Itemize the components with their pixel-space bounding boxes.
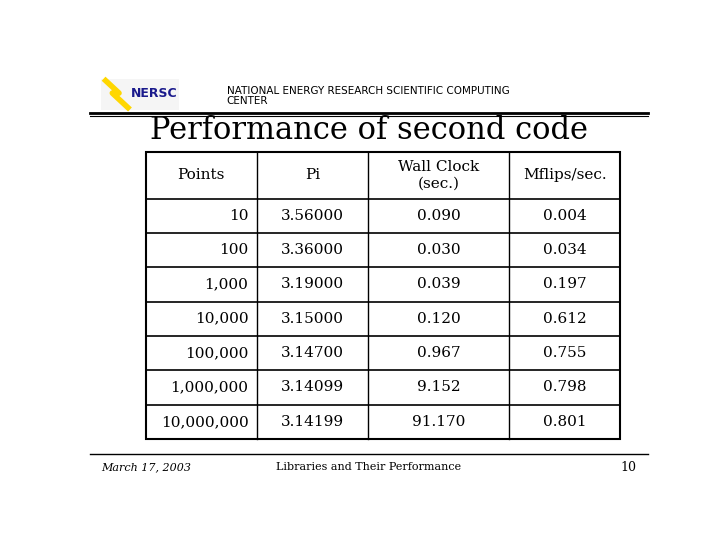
Text: 0.004: 0.004 bbox=[543, 208, 587, 222]
Text: 91.170: 91.170 bbox=[412, 415, 465, 429]
Text: 0.030: 0.030 bbox=[417, 243, 460, 257]
Text: 10: 10 bbox=[229, 208, 248, 222]
Text: 10,000: 10,000 bbox=[195, 312, 248, 326]
Text: 100,000: 100,000 bbox=[185, 346, 248, 360]
Bar bbox=[101, 78, 179, 110]
Text: 0.197: 0.197 bbox=[543, 278, 586, 292]
Text: 10: 10 bbox=[621, 461, 637, 474]
Text: 3.14099: 3.14099 bbox=[281, 381, 344, 395]
Text: 100: 100 bbox=[219, 243, 248, 257]
Text: 3.14199: 3.14199 bbox=[281, 415, 344, 429]
Text: 3.19000: 3.19000 bbox=[281, 278, 344, 292]
Text: 0.612: 0.612 bbox=[543, 312, 587, 326]
Text: 3.15000: 3.15000 bbox=[281, 312, 344, 326]
Text: 0.798: 0.798 bbox=[543, 381, 586, 395]
Text: 0.801: 0.801 bbox=[543, 415, 586, 429]
Text: (sec.): (sec.) bbox=[418, 177, 459, 191]
Text: Pi: Pi bbox=[305, 168, 320, 183]
Text: 3.56000: 3.56000 bbox=[281, 208, 344, 222]
Text: 10,000,000: 10,000,000 bbox=[161, 415, 248, 429]
Bar bbox=[145, 152, 620, 439]
Text: 0.090: 0.090 bbox=[417, 208, 460, 222]
Text: 0.967: 0.967 bbox=[417, 346, 460, 360]
Text: 1,000,000: 1,000,000 bbox=[171, 381, 248, 395]
Text: CENTER: CENTER bbox=[227, 97, 269, 106]
Text: NATIONAL ENERGY RESEARCH SCIENTIFIC COMPUTING: NATIONAL ENERGY RESEARCH SCIENTIFIC COMP… bbox=[227, 86, 510, 97]
Text: 3.14700: 3.14700 bbox=[281, 346, 344, 360]
Text: 9.152: 9.152 bbox=[417, 381, 460, 395]
Text: 3.36000: 3.36000 bbox=[281, 243, 344, 257]
Text: Wall Clock: Wall Clock bbox=[398, 160, 479, 174]
Text: 0.039: 0.039 bbox=[417, 278, 460, 292]
Text: Performance of second code: Performance of second code bbox=[150, 115, 588, 146]
Text: Libraries and Their Performance: Libraries and Their Performance bbox=[276, 462, 462, 472]
Text: Mflips/sec.: Mflips/sec. bbox=[523, 168, 606, 183]
Text: NERSC: NERSC bbox=[131, 87, 178, 100]
Text: 0.120: 0.120 bbox=[417, 312, 460, 326]
Text: 0.755: 0.755 bbox=[543, 346, 586, 360]
Text: Points: Points bbox=[178, 168, 225, 183]
Text: March 17, 2003: March 17, 2003 bbox=[101, 462, 192, 472]
Text: 1,000: 1,000 bbox=[204, 278, 248, 292]
Text: 0.034: 0.034 bbox=[543, 243, 586, 257]
